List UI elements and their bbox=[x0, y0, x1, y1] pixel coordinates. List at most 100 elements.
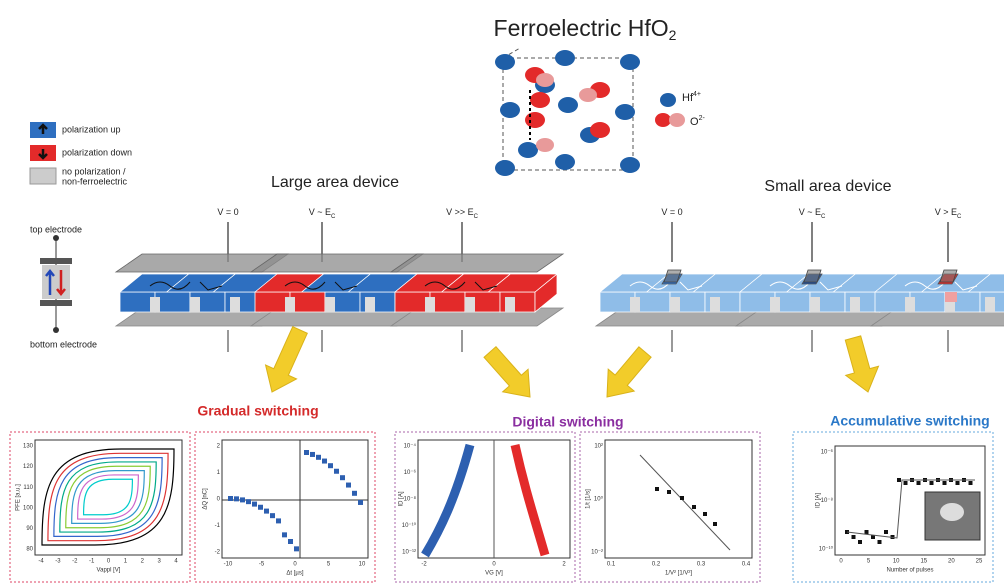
marker bbox=[276, 518, 281, 523]
y-tick-label: -1 bbox=[215, 523, 221, 529]
voltage-sub: C bbox=[821, 214, 826, 220]
grain bbox=[365, 297, 375, 312]
grain bbox=[505, 297, 515, 312]
x-tick-label: 25 bbox=[976, 559, 983, 565]
grain bbox=[285, 297, 295, 312]
x-axis-label: 1/V² [1/V²] bbox=[665, 571, 692, 577]
grain bbox=[850, 297, 860, 312]
y-tick-label: 10⁻⁸ bbox=[404, 496, 417, 503]
legend-label: non-ferroelectric bbox=[62, 176, 128, 186]
y-tick-label: 0 bbox=[217, 497, 221, 503]
device-face bbox=[740, 292, 775, 312]
hf-sup: 4+ bbox=[693, 91, 701, 98]
marker bbox=[680, 496, 684, 500]
x-tick-label: 0 bbox=[839, 559, 843, 565]
marker bbox=[884, 530, 888, 534]
y-axis-label: PFE [a.u.] bbox=[16, 484, 22, 511]
x-tick-label: 0 bbox=[107, 559, 111, 565]
voltage-main: V = 0 bbox=[661, 207, 682, 217]
legend-label: polarization down bbox=[62, 147, 132, 157]
device-face bbox=[600, 292, 635, 312]
grain bbox=[670, 297, 680, 312]
large-device-title: Large area device bbox=[271, 174, 399, 191]
marker bbox=[310, 452, 315, 457]
x-axis-label: VG [V] bbox=[485, 571, 503, 577]
x-tick-label: -1 bbox=[89, 559, 95, 565]
y-tick-label: 130 bbox=[23, 444, 34, 450]
y-tick-label: 10⁻⁸ bbox=[821, 497, 834, 504]
y-axis-label: ID [A] bbox=[399, 491, 405, 506]
y-tick-label: 80 bbox=[26, 547, 33, 553]
marker bbox=[897, 478, 901, 482]
y-tick-label: 10⁻¹² bbox=[402, 550, 416, 556]
marker bbox=[340, 475, 345, 480]
x-tick-label: 0 bbox=[293, 562, 297, 568]
marker bbox=[258, 505, 263, 510]
x-tick-label: -2 bbox=[421, 562, 427, 568]
section-title: Gradual switching bbox=[197, 403, 318, 419]
marker bbox=[294, 546, 299, 551]
voltage-main: V = 0 bbox=[217, 207, 238, 217]
grain bbox=[985, 297, 995, 312]
voltage-label: V = 0 bbox=[217, 207, 238, 217]
marker bbox=[252, 502, 257, 507]
voltage-main: V > E bbox=[935, 207, 957, 217]
marker bbox=[858, 540, 862, 544]
marker bbox=[703, 512, 707, 516]
marker bbox=[270, 513, 275, 518]
y-tick-label: 2 bbox=[217, 444, 221, 450]
marker bbox=[655, 487, 659, 491]
marker bbox=[930, 481, 934, 485]
marker bbox=[288, 539, 293, 544]
marker bbox=[865, 530, 869, 534]
device-face bbox=[290, 292, 325, 312]
grain bbox=[630, 297, 640, 312]
section-title: Accumulative switching bbox=[830, 413, 989, 429]
x-tick-label: 0.4 bbox=[742, 562, 751, 568]
grain bbox=[770, 297, 780, 312]
marker bbox=[322, 459, 327, 464]
y-tick-label: 10⁰ bbox=[594, 496, 604, 503]
marker bbox=[282, 532, 287, 537]
title-sub: 2 bbox=[669, 27, 677, 43]
device-face bbox=[775, 292, 810, 312]
voltage-label: V ~ EC bbox=[799, 207, 826, 219]
grain bbox=[425, 297, 435, 312]
grain bbox=[810, 297, 820, 312]
voltage-sub: C bbox=[957, 214, 962, 220]
grain bbox=[325, 297, 335, 312]
device-face bbox=[120, 292, 155, 312]
device-face bbox=[391, 254, 563, 272]
grain bbox=[905, 297, 915, 312]
marker bbox=[334, 469, 339, 474]
crystal bbox=[495, 48, 685, 176]
page: {"title": {"main": "Ferroelectric HfO", … bbox=[0, 0, 1004, 585]
y-tick-label: 10⁻² bbox=[591, 550, 603, 556]
title-main: Ferroelectric HfO bbox=[494, 15, 669, 41]
bottom-electrode-label: bottom electrode bbox=[30, 339, 97, 349]
marker bbox=[328, 463, 333, 468]
voltage-label: V ~ EC bbox=[309, 207, 336, 219]
x-tick-label: -5 bbox=[259, 562, 265, 568]
arrow bbox=[607, 347, 651, 397]
device-face bbox=[910, 292, 945, 312]
y-axis-label: ΔQ [nC] bbox=[203, 488, 209, 510]
y-tick-label: 1 bbox=[217, 470, 221, 476]
marker bbox=[667, 490, 671, 494]
x-tick-label: -4 bbox=[38, 559, 44, 565]
voltage-main: V ~ E bbox=[309, 207, 331, 217]
hf-label: Hf4+ bbox=[682, 91, 701, 104]
x-tick-label: 5 bbox=[327, 562, 331, 568]
marker bbox=[878, 540, 882, 544]
x-tick-label: 0.2 bbox=[652, 562, 661, 568]
small-device-title: Small area device bbox=[764, 178, 891, 195]
x-tick-label: 2 bbox=[141, 559, 145, 565]
x-tick-label: 5 bbox=[867, 559, 871, 565]
device-face bbox=[430, 292, 465, 312]
y-tick-label: 10² bbox=[594, 444, 603, 450]
marker bbox=[352, 491, 357, 496]
y-axis-label: 1/t [1/s] bbox=[586, 489, 592, 509]
marker bbox=[304, 450, 309, 455]
red-patch bbox=[945, 292, 957, 302]
marker bbox=[316, 455, 321, 460]
